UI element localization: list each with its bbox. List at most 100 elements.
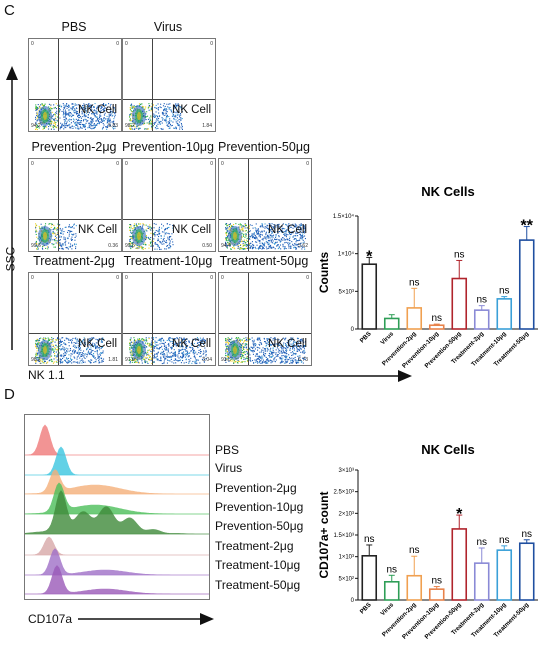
quadrant-percent: 93.3 [221, 357, 231, 363]
flow-plot: NK Cell 0 0 93.3 6.73 [218, 272, 312, 366]
flow-density-cloud [225, 223, 306, 250]
significance-label: ns [431, 576, 442, 587]
bar [428, 324, 445, 330]
gate-vertical-line [248, 159, 249, 251]
bar [361, 555, 378, 601]
y-tick-label: 3×10³ [338, 468, 354, 474]
bar [451, 277, 468, 330]
quadrant-percent: 0 [306, 161, 309, 167]
quadrant-percent: 0 [125, 275, 128, 281]
flow-plot: NK Cell 0 0 94.2 5.83 [28, 38, 122, 132]
bar [361, 263, 378, 330]
significance-label: ns [521, 529, 532, 540]
quadrant-percent: 6.73 [298, 357, 308, 363]
y-tick-label: 0 [351, 327, 355, 333]
quadrant-percent: 98.2 [31, 357, 41, 363]
nk11-axis-arrow [80, 370, 412, 382]
quadrant-percent: 94.2 [31, 123, 41, 129]
significance-label: ns [431, 313, 442, 324]
ssc-axis-label: SSC [3, 246, 18, 272]
chart-title: NK Cells [421, 184, 474, 199]
gate-horizontal-line [123, 99, 215, 100]
cd107a-histogram-stack [24, 424, 209, 595]
significance-label: ** [521, 218, 534, 235]
quadrant-percent: 98.2 [125, 123, 135, 129]
flow-plot: NK Cell 0 0 97.0 3.04 [122, 272, 216, 366]
nk-cell-gate-label: NK Cell [78, 104, 117, 116]
flow-plot-title: Virus [153, 20, 183, 34]
y-tick-label: 5×10³ [338, 289, 354, 295]
quadrant-percent: 5.83 [108, 123, 118, 129]
quadrant-percent: 1.84 [202, 123, 212, 129]
bar [473, 309, 490, 330]
gate-horizontal-line [123, 219, 215, 220]
flow-plot-title: Treatment-2μg [33, 254, 115, 268]
y-tick-label: 2.5×10³ [333, 490, 354, 496]
bar [496, 549, 513, 601]
flow-density-cloud [129, 103, 183, 130]
category-label: PBS [359, 330, 373, 344]
flow-density-cloud [225, 337, 306, 364]
quadrant-percent: 0 [221, 275, 224, 281]
flow-plot: NK Cell 0 0 94.4 5.62 [218, 158, 312, 252]
bar [406, 574, 423, 601]
quadrant-percent: 0 [125, 161, 128, 167]
histogram-curve [24, 469, 209, 495]
y-tick-label: 1×10⁴ [338, 251, 355, 258]
gate-vertical-line [152, 273, 153, 365]
significance-label: ns [409, 277, 420, 288]
histogram-curve [25, 548, 209, 576]
y-axis-label: CD107a+ count [317, 491, 331, 578]
significance-label: ns [364, 534, 375, 545]
bar [473, 562, 490, 601]
quadrant-percent: 0 [31, 275, 34, 281]
nk-counts-bar-chart: NK Cells Counts 0 5×10³ 1×10⁴ 1.5×10⁴ * PBS Viru… [317, 184, 538, 370]
quadrant-percent: 0 [31, 161, 34, 167]
gate-vertical-line [248, 273, 249, 365]
quadrant-percent: 0 [116, 275, 119, 281]
quadrant-percent: 0 [210, 41, 213, 47]
gate-vertical-line [152, 39, 153, 131]
bar [496, 298, 513, 330]
category-label: PBS [359, 601, 373, 615]
histogram-label: Treatment-50μg [215, 578, 301, 592]
flow-density-cloud [35, 223, 77, 250]
bar [383, 317, 400, 330]
cd107a-axis-arrow [78, 613, 214, 625]
gate-vertical-line [152, 159, 153, 251]
flow-density-cloud [35, 103, 116, 131]
flow-plot-title: Treatment-10μg [123, 254, 213, 268]
flow-plot: NK Cell 0 0 99.5 0.50 [122, 158, 216, 252]
quadrant-percent: 0 [116, 41, 119, 47]
nk-cell-gate-label: NK Cell [268, 224, 307, 236]
bar [428, 588, 445, 601]
gate-horizontal-line [219, 219, 311, 220]
quadrant-percent: 0.50 [202, 243, 212, 249]
flow-plot-title: Prevention-2μg [31, 140, 117, 154]
quadrant-percent: 0 [125, 41, 128, 47]
significance-label: ns [476, 537, 487, 548]
bar [518, 239, 535, 330]
cd107a-counts-bar-chart: NK Cells CD107a+ count 0 5×10² 1×10³ 1.5×10³ 2… [317, 442, 538, 641]
quadrant-percent: 97.0 [125, 357, 135, 363]
y-axis-label: Counts [317, 252, 331, 294]
chart-title: NK Cells [421, 442, 474, 457]
gate-horizontal-line [29, 219, 121, 220]
quadrant-percent: 0.36 [108, 243, 118, 249]
y-tick-label: 0 [351, 598, 355, 604]
bar [383, 581, 400, 601]
histogram-box [24, 414, 210, 600]
gate-horizontal-line [123, 333, 215, 334]
quadrant-percent: 99.5 [125, 243, 135, 249]
bar [518, 542, 535, 601]
category-label: Virus [379, 330, 395, 346]
gate-horizontal-line [29, 99, 121, 100]
histogram-label: Treatment-10μg [215, 558, 301, 572]
flow-plot-title: Prevention-50μg [218, 140, 310, 154]
bar [406, 307, 423, 330]
nk-cell-gate-label: NK Cell [172, 338, 211, 350]
cd107a-axis-label: CD107a [28, 612, 73, 626]
flow-plot: NK Cell 0 0 99.6 0.36 [28, 158, 122, 252]
gate-vertical-line [58, 39, 59, 131]
histogram-label: Virus [215, 461, 243, 475]
